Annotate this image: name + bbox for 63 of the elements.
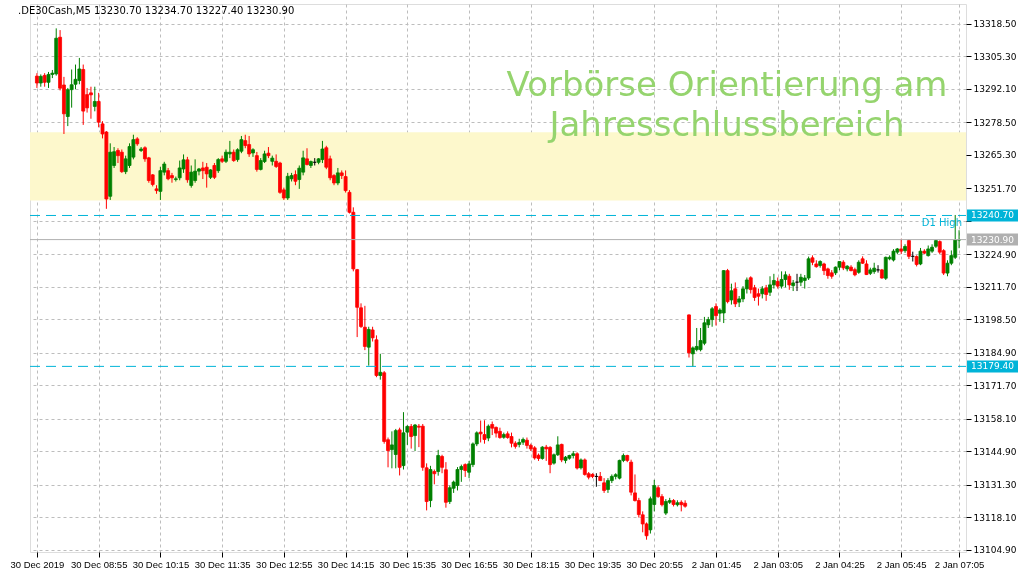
chart-title: .DE30Cash,M5 13230.70 13234.70 13227.40 13230.90: [18, 5, 295, 16]
candlestick: [494, 425, 498, 439]
candlestick: [798, 273, 803, 287]
candlestick: [390, 430, 394, 469]
candlestick: [548, 445, 552, 474]
y-tick-label: 13184.90: [973, 348, 1017, 359]
candlestick: [170, 172, 174, 184]
candlestick: [92, 86, 97, 112]
x-tick-label: 30 Dec 10:15: [132, 558, 190, 570]
candlestick: [478, 420, 483, 443]
x-tick-label: 2 Jan 05:45: [876, 558, 927, 570]
ref-line-label: 13240.70: [971, 210, 1015, 221]
x-tick-label: 30 Dec 16:55: [441, 558, 498, 570]
y-tick-label: 13278.50: [973, 117, 1017, 128]
candlestick: [710, 306, 715, 328]
candlestick: [409, 423, 414, 450]
y-tick-label: 13104.90: [973, 545, 1017, 556]
y-tick-label: 13118.10: [973, 512, 1017, 523]
x-tick-label: 30 Dec 20:55: [626, 558, 684, 570]
candlestick: [77, 57, 82, 85]
x-tick-label: 2 Jan 01:45: [691, 558, 742, 570]
candlestick: [362, 305, 367, 351]
candlestick: [768, 275, 772, 297]
candlestick: [254, 151, 259, 173]
ref-line-label: 13179.40: [971, 361, 1015, 372]
y-tick-label: 13251.70: [973, 183, 1017, 194]
y-tick-label: 13224.90: [973, 249, 1017, 260]
candlestick: [413, 423, 417, 452]
y-tick-label: 13144.90: [973, 446, 1017, 457]
x-tick-label: 2 Jan 04:25: [815, 558, 865, 570]
y-tick-label: 13292.10: [973, 84, 1017, 95]
ref-line-label: 13230.90: [971, 234, 1015, 245]
candlestick: [714, 302, 718, 327]
x-tick-label: 30 Dec 18:15: [503, 558, 560, 570]
x-tick-label: 2 Jan 07:05: [934, 558, 985, 570]
x-tick-label: 30 Dec 08:55: [70, 558, 128, 570]
candlestick: [119, 148, 124, 174]
x-tick-label: 30 Dec 2019: [10, 558, 65, 570]
annotation: Vorbörse Orientierung am Jahresschlussbereich: [506, 64, 948, 144]
x-tick-label: 30 Dec 14:15: [317, 558, 375, 570]
y-tick-label: 13265.30: [973, 150, 1017, 161]
candlestick: [525, 437, 529, 450]
x-tick-label: 30 Dec 11:35: [194, 558, 251, 570]
candlestick: [876, 264, 880, 274]
candlestick: [305, 147, 309, 166]
x-tick-label: 2 Jan 03:05: [753, 558, 804, 570]
y-tick-label: 13131.30: [973, 480, 1017, 491]
candlestick: [185, 156, 190, 184]
y-tick-label: 13305.30: [973, 51, 1017, 62]
y-tick-label: 13158.10: [973, 414, 1017, 425]
x-tick-label: 30 Dec 19:35: [564, 558, 622, 570]
candlestick: [733, 281, 738, 308]
x-tick-label: 30 Dec 12:55: [256, 558, 313, 570]
y-tick-label: 13171.70: [973, 380, 1017, 391]
y-tick-label: 13318.50: [973, 19, 1017, 30]
y-tick-label: 13211.70: [973, 282, 1017, 293]
candlestick: [378, 353, 383, 381]
x-tick-label: 30 Dec 15:35: [379, 558, 437, 570]
candlestick: [89, 86, 93, 120]
candlestick: [683, 499, 688, 509]
candlestick: [366, 326, 371, 367]
candlestick: [447, 485, 452, 505]
y-tick-label: 13198.50: [973, 314, 1017, 325]
